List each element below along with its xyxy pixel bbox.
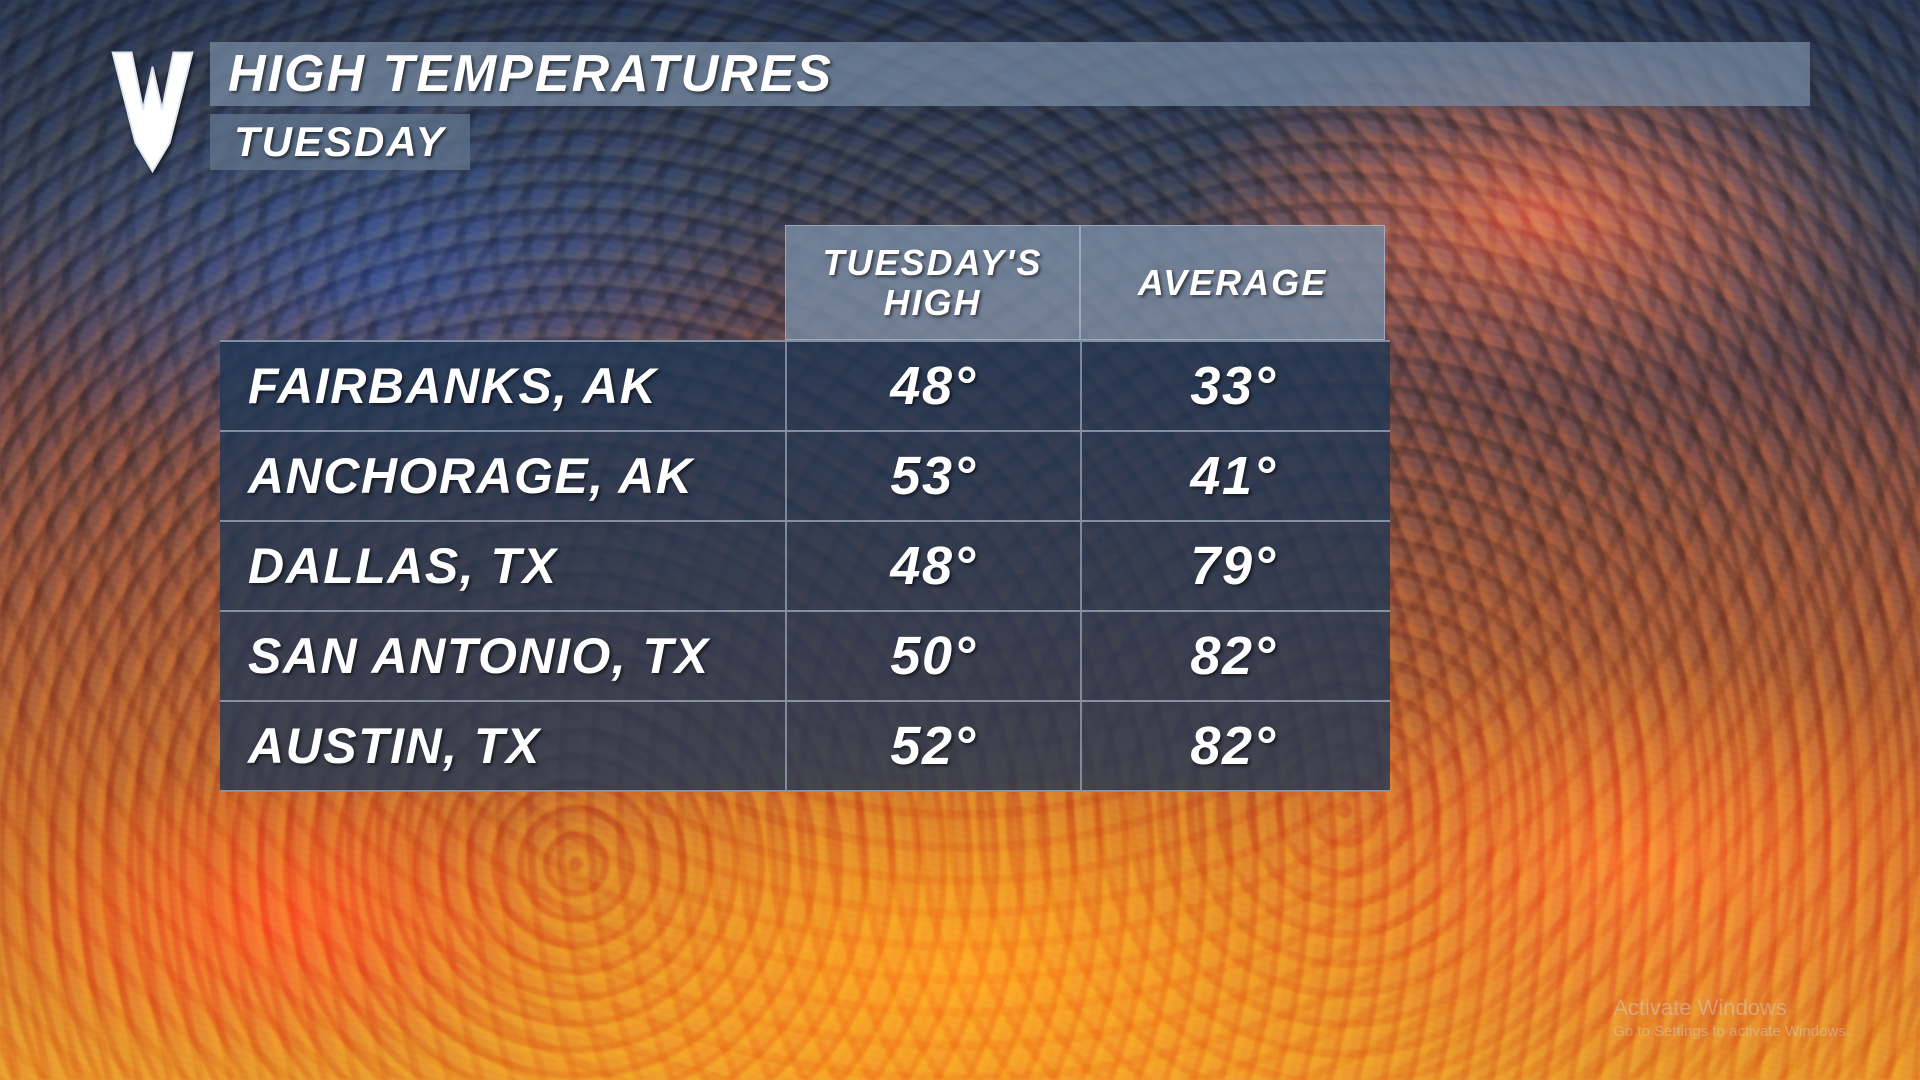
- page-subtitle: TUESDAY: [234, 118, 446, 166]
- avg-cell: 82°: [1080, 612, 1385, 700]
- watermark-line2: Go to Settings to activate Windows.: [1613, 1023, 1850, 1040]
- title-bar: HIGH TEMPERATURES: [210, 42, 1810, 106]
- table-row: SAN ANTONIO, TX 50° 82°: [220, 610, 1390, 700]
- city-cell: SAN ANTONIO, TX: [220, 612, 785, 700]
- table-row: AUSTIN, TX 52° 82°: [220, 700, 1390, 792]
- header-spacer: [220, 225, 785, 340]
- high-cell: 48°: [785, 522, 1080, 610]
- table-body: FAIRBANKS, AK 48° 33° ANCHORAGE, AK 53° …: [220, 340, 1390, 792]
- table-row: FAIRBANKS, AK 48° 33°: [220, 340, 1390, 430]
- city-cell: ANCHORAGE, AK: [220, 432, 785, 520]
- high-cell: 50°: [785, 612, 1080, 700]
- city-cell: AUSTIN, TX: [220, 702, 785, 790]
- city-cell: DALLAS, TX: [220, 522, 785, 610]
- table-row: DALLAS, TX 48° 79°: [220, 520, 1390, 610]
- high-cell: 53°: [785, 432, 1080, 520]
- windows-activation-watermark: Activate Windows Go to Settings to activ…: [1613, 995, 1850, 1040]
- temperature-table: TUESDAY'S HIGH AVERAGE FAIRBANKS, AK 48°…: [220, 225, 1390, 792]
- table-row: ANCHORAGE, AK 53° 41°: [220, 430, 1390, 520]
- high-cell: 52°: [785, 702, 1080, 790]
- avg-cell: 41°: [1080, 432, 1385, 520]
- city-cell: FAIRBANKS, AK: [220, 342, 785, 430]
- table-header-row: TUESDAY'S HIGH AVERAGE: [220, 225, 1390, 340]
- page-title: HIGH TEMPERATURES: [228, 44, 833, 104]
- column-header-average: AVERAGE: [1080, 225, 1385, 340]
- watermark-line1: Activate Windows: [1613, 995, 1850, 1021]
- avg-cell: 79°: [1080, 522, 1385, 610]
- weather-logo-icon: [105, 42, 200, 177]
- avg-cell: 33°: [1080, 342, 1385, 430]
- column-header-high: TUESDAY'S HIGH: [785, 225, 1080, 340]
- high-cell: 48°: [785, 342, 1080, 430]
- avg-cell: 82°: [1080, 702, 1385, 790]
- subtitle-bar: TUESDAY: [210, 114, 470, 170]
